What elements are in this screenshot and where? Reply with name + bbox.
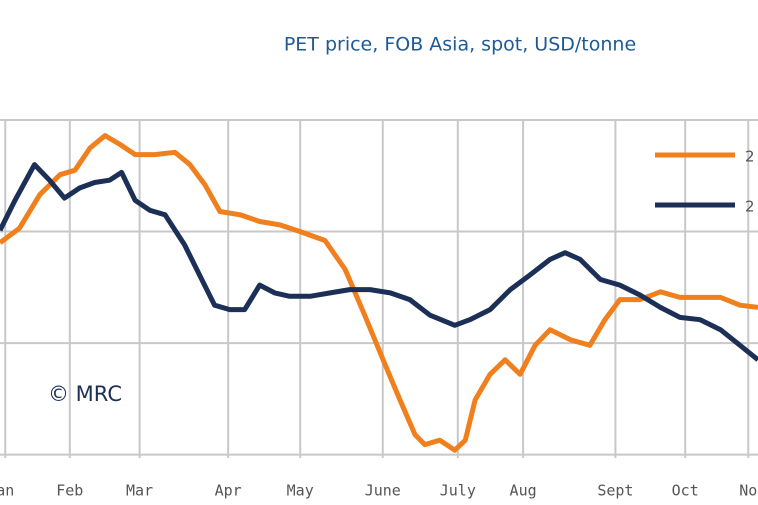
annotation: © MRC xyxy=(48,382,122,406)
x-tick-label: July xyxy=(440,482,476,500)
legend-label: 2 xyxy=(745,148,755,166)
x-tick-label: Apr xyxy=(215,482,242,500)
x-tick-label: Feb xyxy=(56,482,83,500)
x-tick-label: No xyxy=(739,482,757,500)
line xyxy=(0,133,758,453)
x-tick-label: June xyxy=(365,482,401,500)
x-tick-label: Aug xyxy=(510,482,537,500)
legend-label: 2 xyxy=(745,198,755,216)
chart-title: PET price, FOB Asia, spot, USD/tonne xyxy=(284,34,636,56)
line xyxy=(0,162,758,362)
x-tick-label: Oct xyxy=(672,482,699,500)
x-tick-label: Mar xyxy=(126,482,153,500)
x-tick-label: an xyxy=(0,482,14,500)
x-tick-label: May xyxy=(287,482,314,500)
x-tick-label: Sept xyxy=(597,482,633,500)
